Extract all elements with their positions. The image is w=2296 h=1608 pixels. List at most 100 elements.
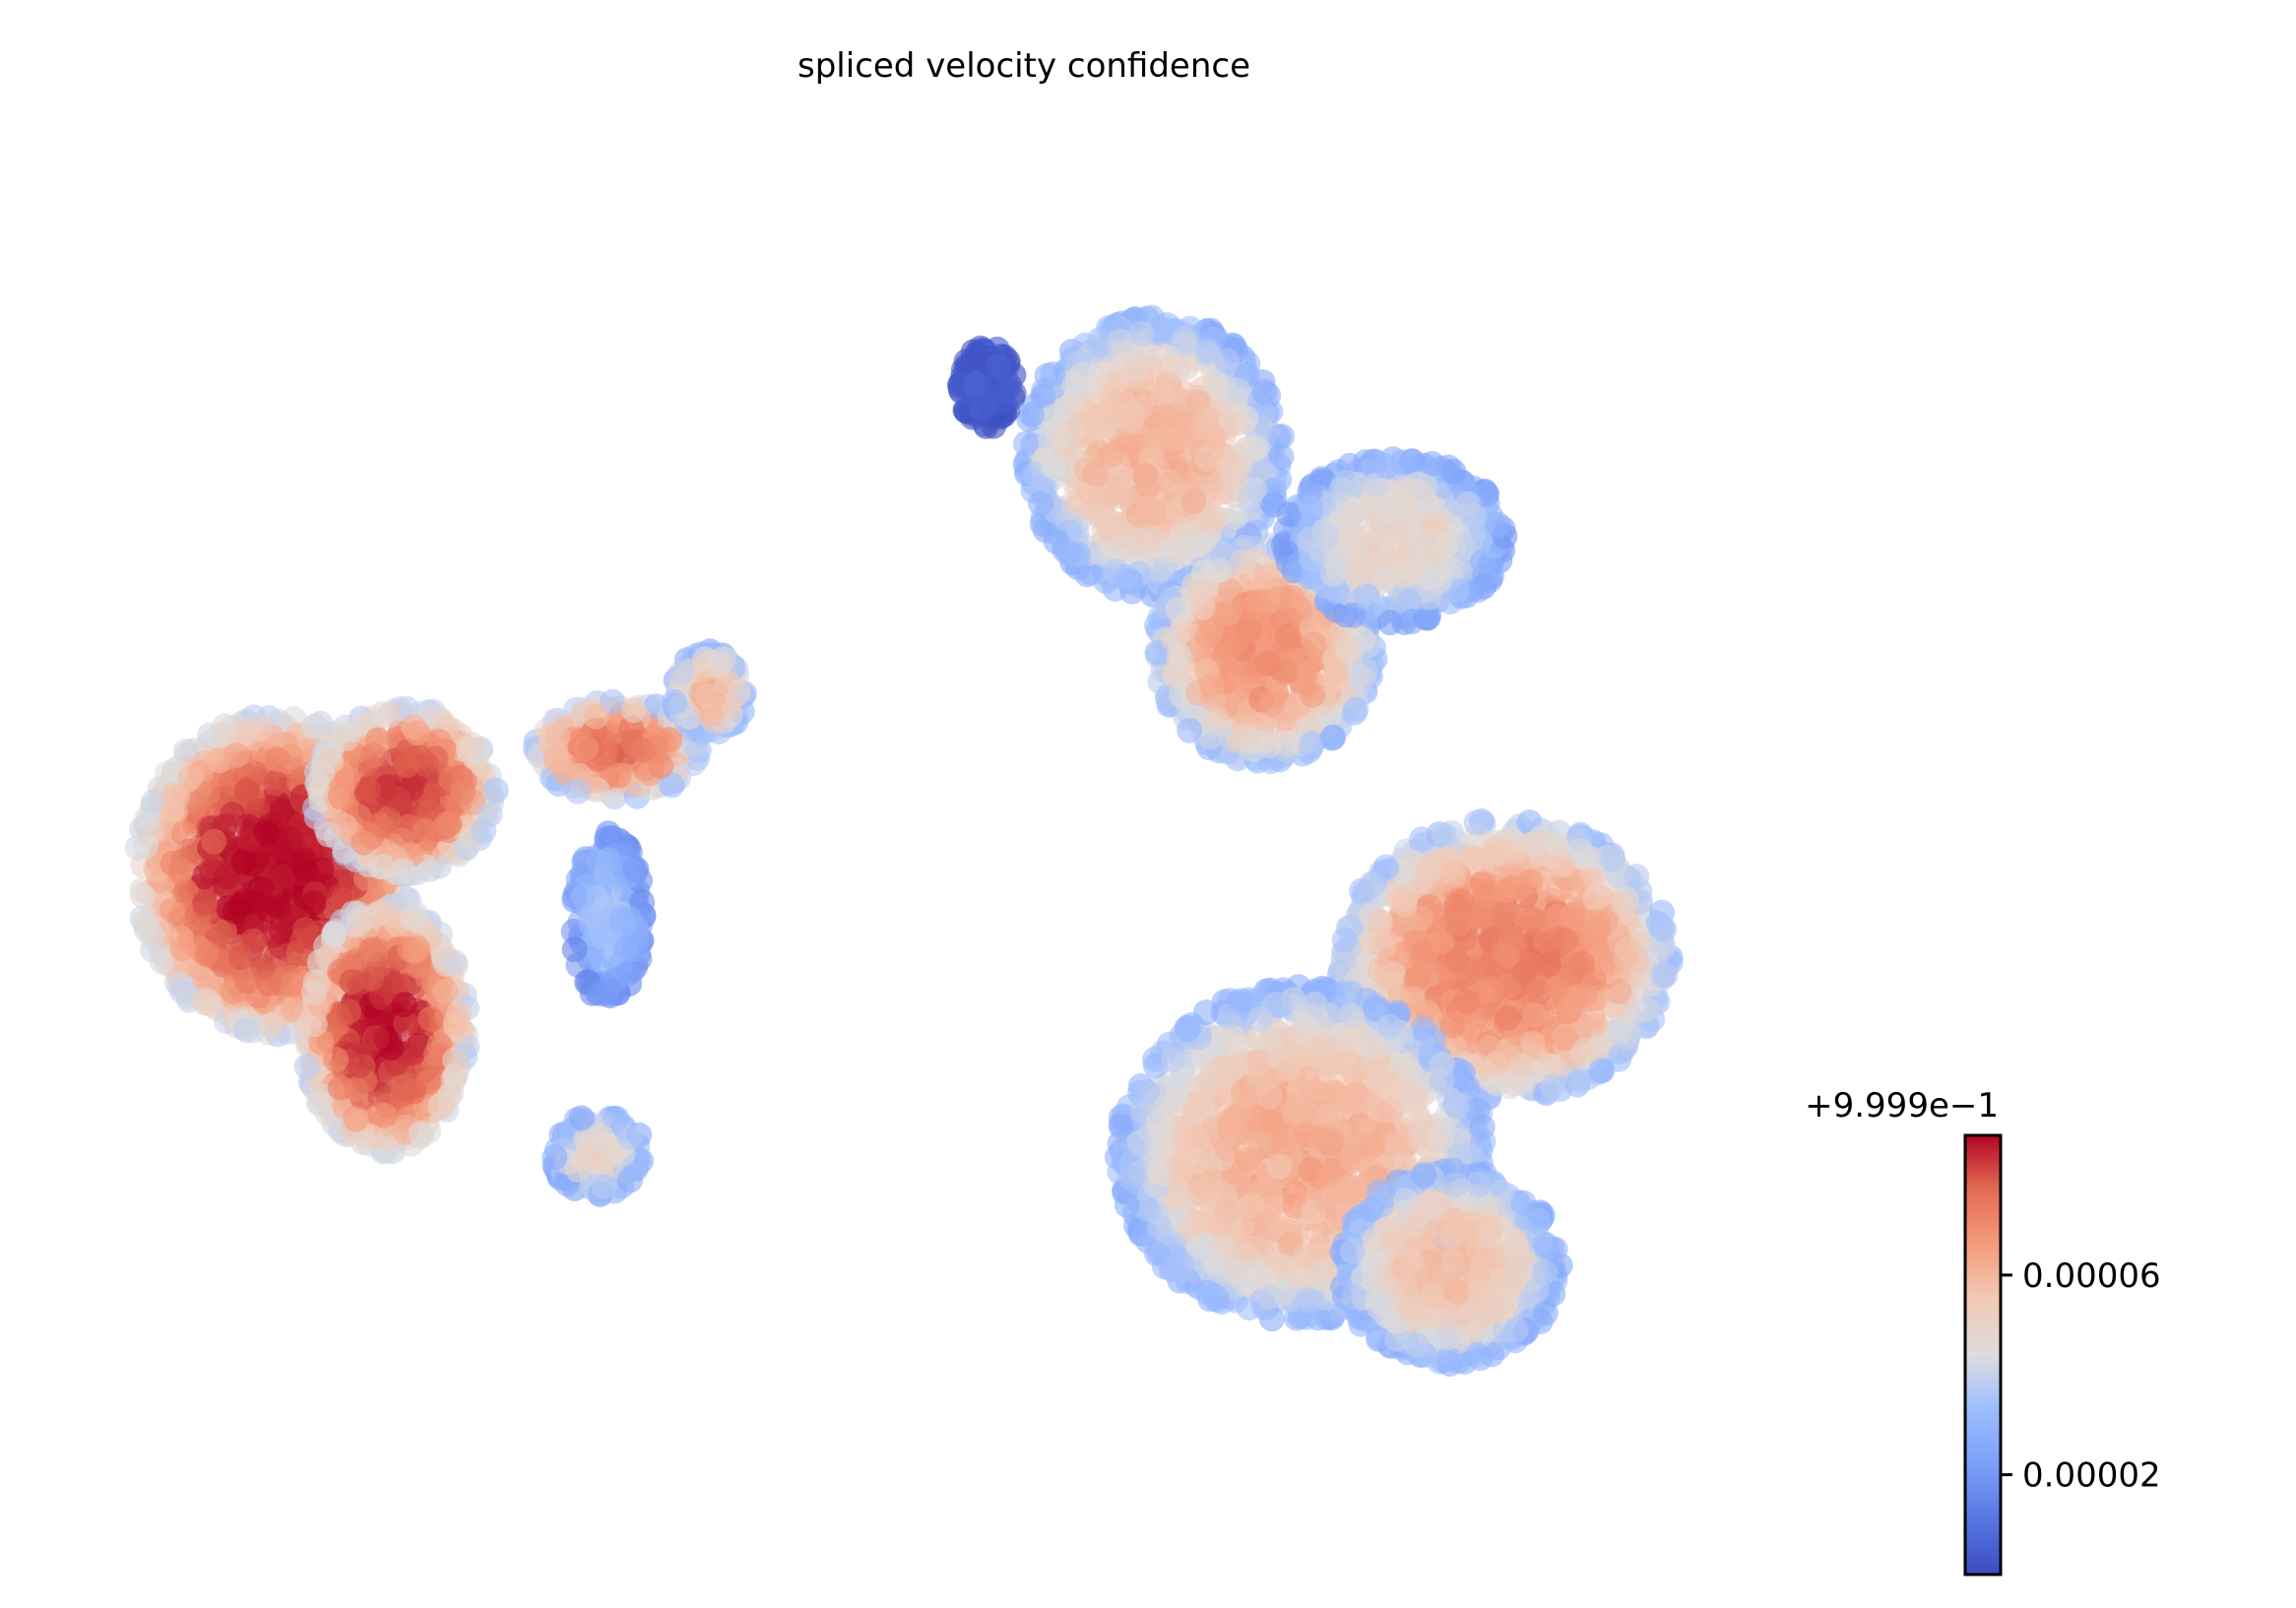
scatter-point bbox=[159, 897, 185, 924]
scatter-point bbox=[247, 715, 274, 741]
scatter-point bbox=[172, 878, 199, 905]
scatter-point bbox=[1322, 660, 1349, 686]
scatter-point bbox=[1166, 643, 1192, 670]
scatter-point bbox=[434, 810, 461, 837]
scatter-point bbox=[1258, 690, 1285, 717]
scatter-point bbox=[1040, 454, 1066, 481]
scatter-point bbox=[564, 1156, 591, 1183]
scatter-point bbox=[1158, 537, 1184, 563]
scatter-point bbox=[192, 889, 219, 916]
scatter-point bbox=[149, 948, 175, 975]
scatter-point bbox=[595, 979, 620, 1005]
scatter-point bbox=[192, 990, 218, 1016]
scatter-point bbox=[662, 689, 688, 715]
scatter-point bbox=[694, 683, 721, 710]
scatter-point bbox=[1440, 458, 1467, 484]
scatter-point bbox=[220, 802, 246, 828]
scatter-point bbox=[1230, 548, 1256, 575]
scatter-point bbox=[1194, 446, 1221, 473]
scatter-point bbox=[1276, 501, 1302, 528]
scatter-point bbox=[391, 992, 417, 1018]
scatter-point bbox=[1233, 405, 1259, 431]
scatter-point bbox=[400, 1078, 426, 1105]
scatter-point bbox=[351, 829, 377, 856]
scatter-point bbox=[614, 961, 641, 987]
scatter-point bbox=[1411, 534, 1437, 560]
scatter-point bbox=[247, 875, 274, 902]
scatter-point bbox=[1213, 348, 1240, 374]
scatter-point bbox=[1086, 484, 1113, 511]
scatter-point bbox=[1301, 631, 1327, 658]
scatter-point bbox=[1028, 490, 1053, 517]
scatter-point bbox=[657, 727, 683, 753]
scatter-point bbox=[1173, 421, 1199, 447]
scatter-point bbox=[1216, 635, 1243, 662]
scatter-point bbox=[705, 652, 732, 678]
scatter-point bbox=[394, 752, 419, 779]
scatter-point bbox=[327, 1074, 353, 1101]
scatter-point bbox=[256, 970, 283, 997]
scatter-point bbox=[257, 1012, 284, 1039]
scatter-point bbox=[404, 720, 430, 746]
scatter-point bbox=[164, 784, 190, 809]
scatter-point bbox=[328, 784, 354, 810]
scatter-point bbox=[1199, 508, 1226, 535]
scatter-point bbox=[229, 849, 256, 875]
scatter-point bbox=[1319, 560, 1346, 587]
scatter-point bbox=[133, 833, 159, 860]
scatter-point bbox=[253, 819, 280, 846]
scatter-point bbox=[1275, 623, 1302, 650]
scatter-point bbox=[130, 882, 156, 909]
scatter-point bbox=[669, 660, 694, 686]
scatter-point bbox=[233, 778, 260, 804]
scatter-point bbox=[292, 917, 319, 943]
scatter-point bbox=[1152, 403, 1179, 429]
scatter-point bbox=[343, 1106, 369, 1132]
scatter-point bbox=[1300, 681, 1326, 708]
scatter-point bbox=[471, 817, 497, 844]
scatter-point bbox=[169, 935, 196, 962]
scatter-point bbox=[1434, 531, 1460, 557]
scatter-point bbox=[228, 891, 255, 918]
scatter-point bbox=[482, 777, 509, 804]
scatter-point bbox=[177, 764, 204, 791]
scatter-point bbox=[369, 854, 396, 880]
scatter-point bbox=[368, 701, 395, 728]
scatter-point bbox=[1298, 733, 1324, 758]
scatter-point bbox=[561, 936, 588, 963]
scatter-point bbox=[358, 936, 385, 963]
scatter-point bbox=[1193, 405, 1220, 431]
scatter-point bbox=[455, 736, 481, 762]
scatter-point bbox=[1137, 378, 1164, 405]
scatter-point bbox=[193, 940, 219, 967]
chart-title: spliced velocity confidence bbox=[797, 46, 1250, 86]
scatter-point bbox=[450, 779, 477, 805]
scatter-point bbox=[542, 1144, 568, 1171]
scatter-points bbox=[124, 304, 1684, 1378]
scatter-point bbox=[583, 703, 609, 730]
scatter-point bbox=[293, 1054, 320, 1080]
scatter-point bbox=[1343, 696, 1370, 723]
scatter-point bbox=[544, 723, 571, 749]
scatter-point bbox=[570, 882, 597, 909]
scatter-point bbox=[1391, 562, 1418, 589]
scatter-point bbox=[1253, 563, 1280, 590]
scatter-point bbox=[300, 889, 327, 916]
scatter-point bbox=[586, 1126, 612, 1153]
scatter-point bbox=[1485, 511, 1511, 538]
scatter-point bbox=[400, 1040, 426, 1065]
scatter-point bbox=[622, 857, 649, 883]
scatter-point bbox=[1275, 731, 1302, 757]
scatter-point bbox=[1335, 636, 1362, 663]
scatter-point bbox=[201, 828, 227, 855]
scatter-point bbox=[564, 778, 591, 804]
scatter-point bbox=[300, 980, 327, 1005]
scatter-point bbox=[417, 1005, 444, 1032]
scatter-point bbox=[1225, 377, 1251, 404]
scatter-point bbox=[339, 969, 365, 996]
scatter-point bbox=[323, 1047, 350, 1072]
scatter-point bbox=[363, 1025, 390, 1052]
scatter-point bbox=[195, 780, 222, 806]
scatter-point bbox=[1236, 618, 1262, 644]
